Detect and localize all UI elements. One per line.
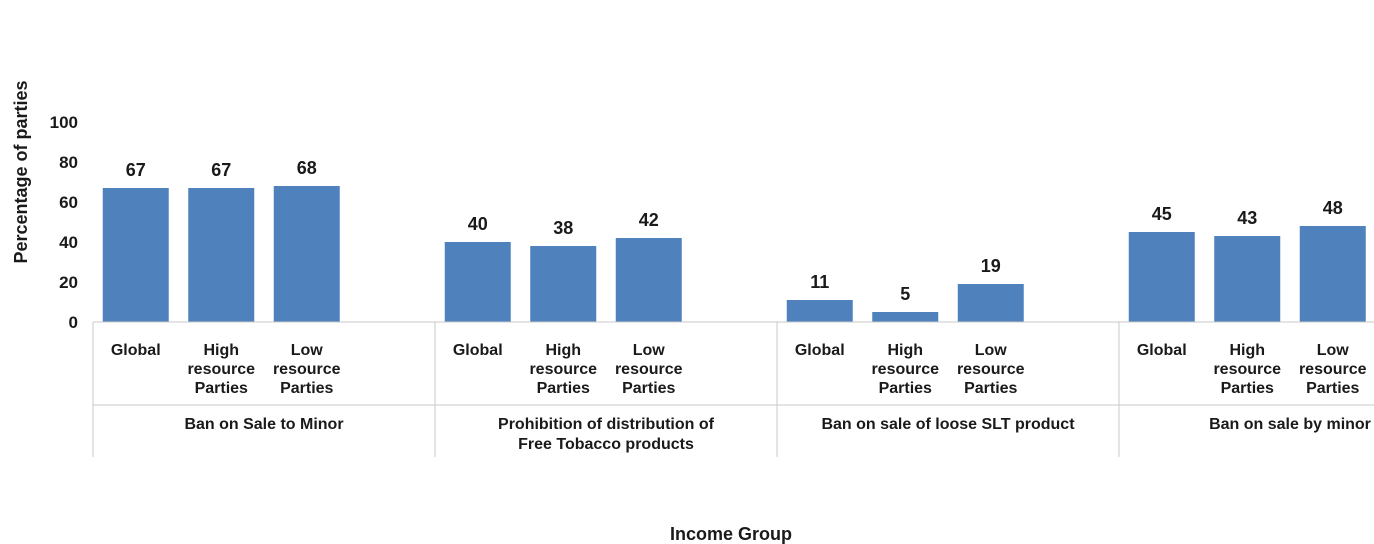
- category-label: Low resource Parties: [273, 342, 341, 397]
- y-tick-label: 100: [50, 113, 78, 132]
- y-tick-label: 20: [59, 273, 78, 292]
- data-label: 5: [900, 284, 910, 304]
- y-axis-ticks: 0 20 40 60 80 100: [50, 113, 78, 332]
- group-label: Prohibition of distribution of Free Tobac…: [498, 416, 715, 453]
- bar: [1128, 232, 1195, 322]
- bar: [1214, 236, 1281, 322]
- x-axis-label: Income Group: [670, 524, 792, 544]
- data-label: 67: [126, 160, 146, 180]
- x-axis-lines: [92, 321, 1374, 457]
- data-label: 19: [981, 256, 1001, 276]
- category-label: Global: [795, 342, 845, 359]
- data-label: 68: [297, 158, 317, 178]
- x-axis-category-labels: Global High resource Parties Low resource Part…: [111, 342, 1371, 453]
- y-tick-label: 80: [59, 153, 78, 172]
- data-label: 38: [553, 218, 573, 238]
- bars: [102, 186, 1366, 322]
- category-label: High resource Parties: [871, 342, 939, 397]
- bar: [957, 284, 1024, 322]
- bar: [444, 242, 511, 322]
- category-label: High resource Parties: [1213, 342, 1281, 397]
- category-label: High resource Parties: [529, 342, 597, 397]
- bar: [273, 186, 340, 322]
- bar: [530, 246, 597, 322]
- y-tick-label: 0: [69, 313, 78, 332]
- bar: [872, 312, 939, 322]
- data-label: 48: [1323, 198, 1343, 218]
- bar: [102, 188, 169, 322]
- y-tick-label: 60: [59, 193, 78, 212]
- bar: [188, 188, 255, 322]
- data-label: 43: [1237, 208, 1257, 228]
- category-label: Low resource Parties: [1299, 342, 1367, 397]
- category-label: Low resource Parties: [957, 342, 1025, 397]
- bar: [786, 300, 853, 322]
- category-label: Global: [453, 342, 503, 359]
- data-label: 11: [810, 272, 829, 292]
- bar: [615, 238, 682, 322]
- y-tick-label: 40: [59, 233, 78, 252]
- group-label: Ban on sale of loose SLT product: [821, 416, 1075, 433]
- group-label: Ban on sale by minor: [1209, 416, 1371, 433]
- y-axis-label: Percentage of parties: [11, 80, 31, 263]
- category-label: Global: [1137, 342, 1187, 359]
- group-label: Ban on Sale to Minor: [184, 416, 343, 433]
- category-label: Global: [111, 342, 161, 359]
- data-labels: 67 67 68 40 38 42 11 5 19 45 43 48: [126, 158, 1343, 304]
- data-label: 45: [1152, 204, 1172, 224]
- data-label: 42: [639, 210, 659, 230]
- category-label: High resource Parties: [187, 342, 255, 397]
- category-label: Low resource Parties: [615, 342, 683, 397]
- data-label: 40: [468, 214, 488, 234]
- data-label: 67: [211, 160, 231, 180]
- bar: [1299, 226, 1366, 322]
